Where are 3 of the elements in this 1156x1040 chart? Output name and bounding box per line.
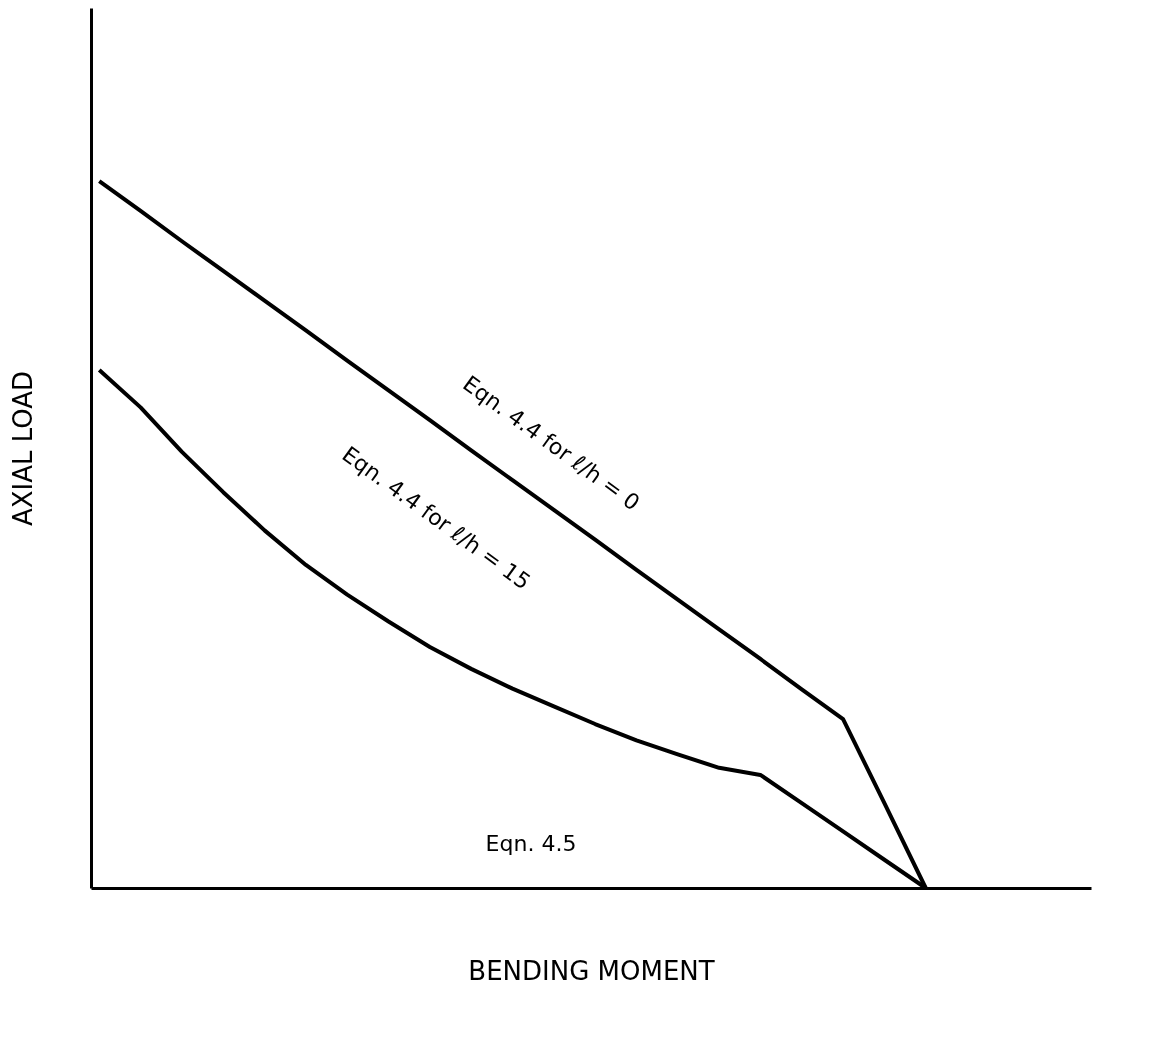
annotation: Eqn. 4.5 — [485, 831, 577, 856]
x-axis-title: BENDING MOMENT — [468, 955, 715, 986]
y-axis-title: AXIAL LOAD — [7, 370, 38, 527]
